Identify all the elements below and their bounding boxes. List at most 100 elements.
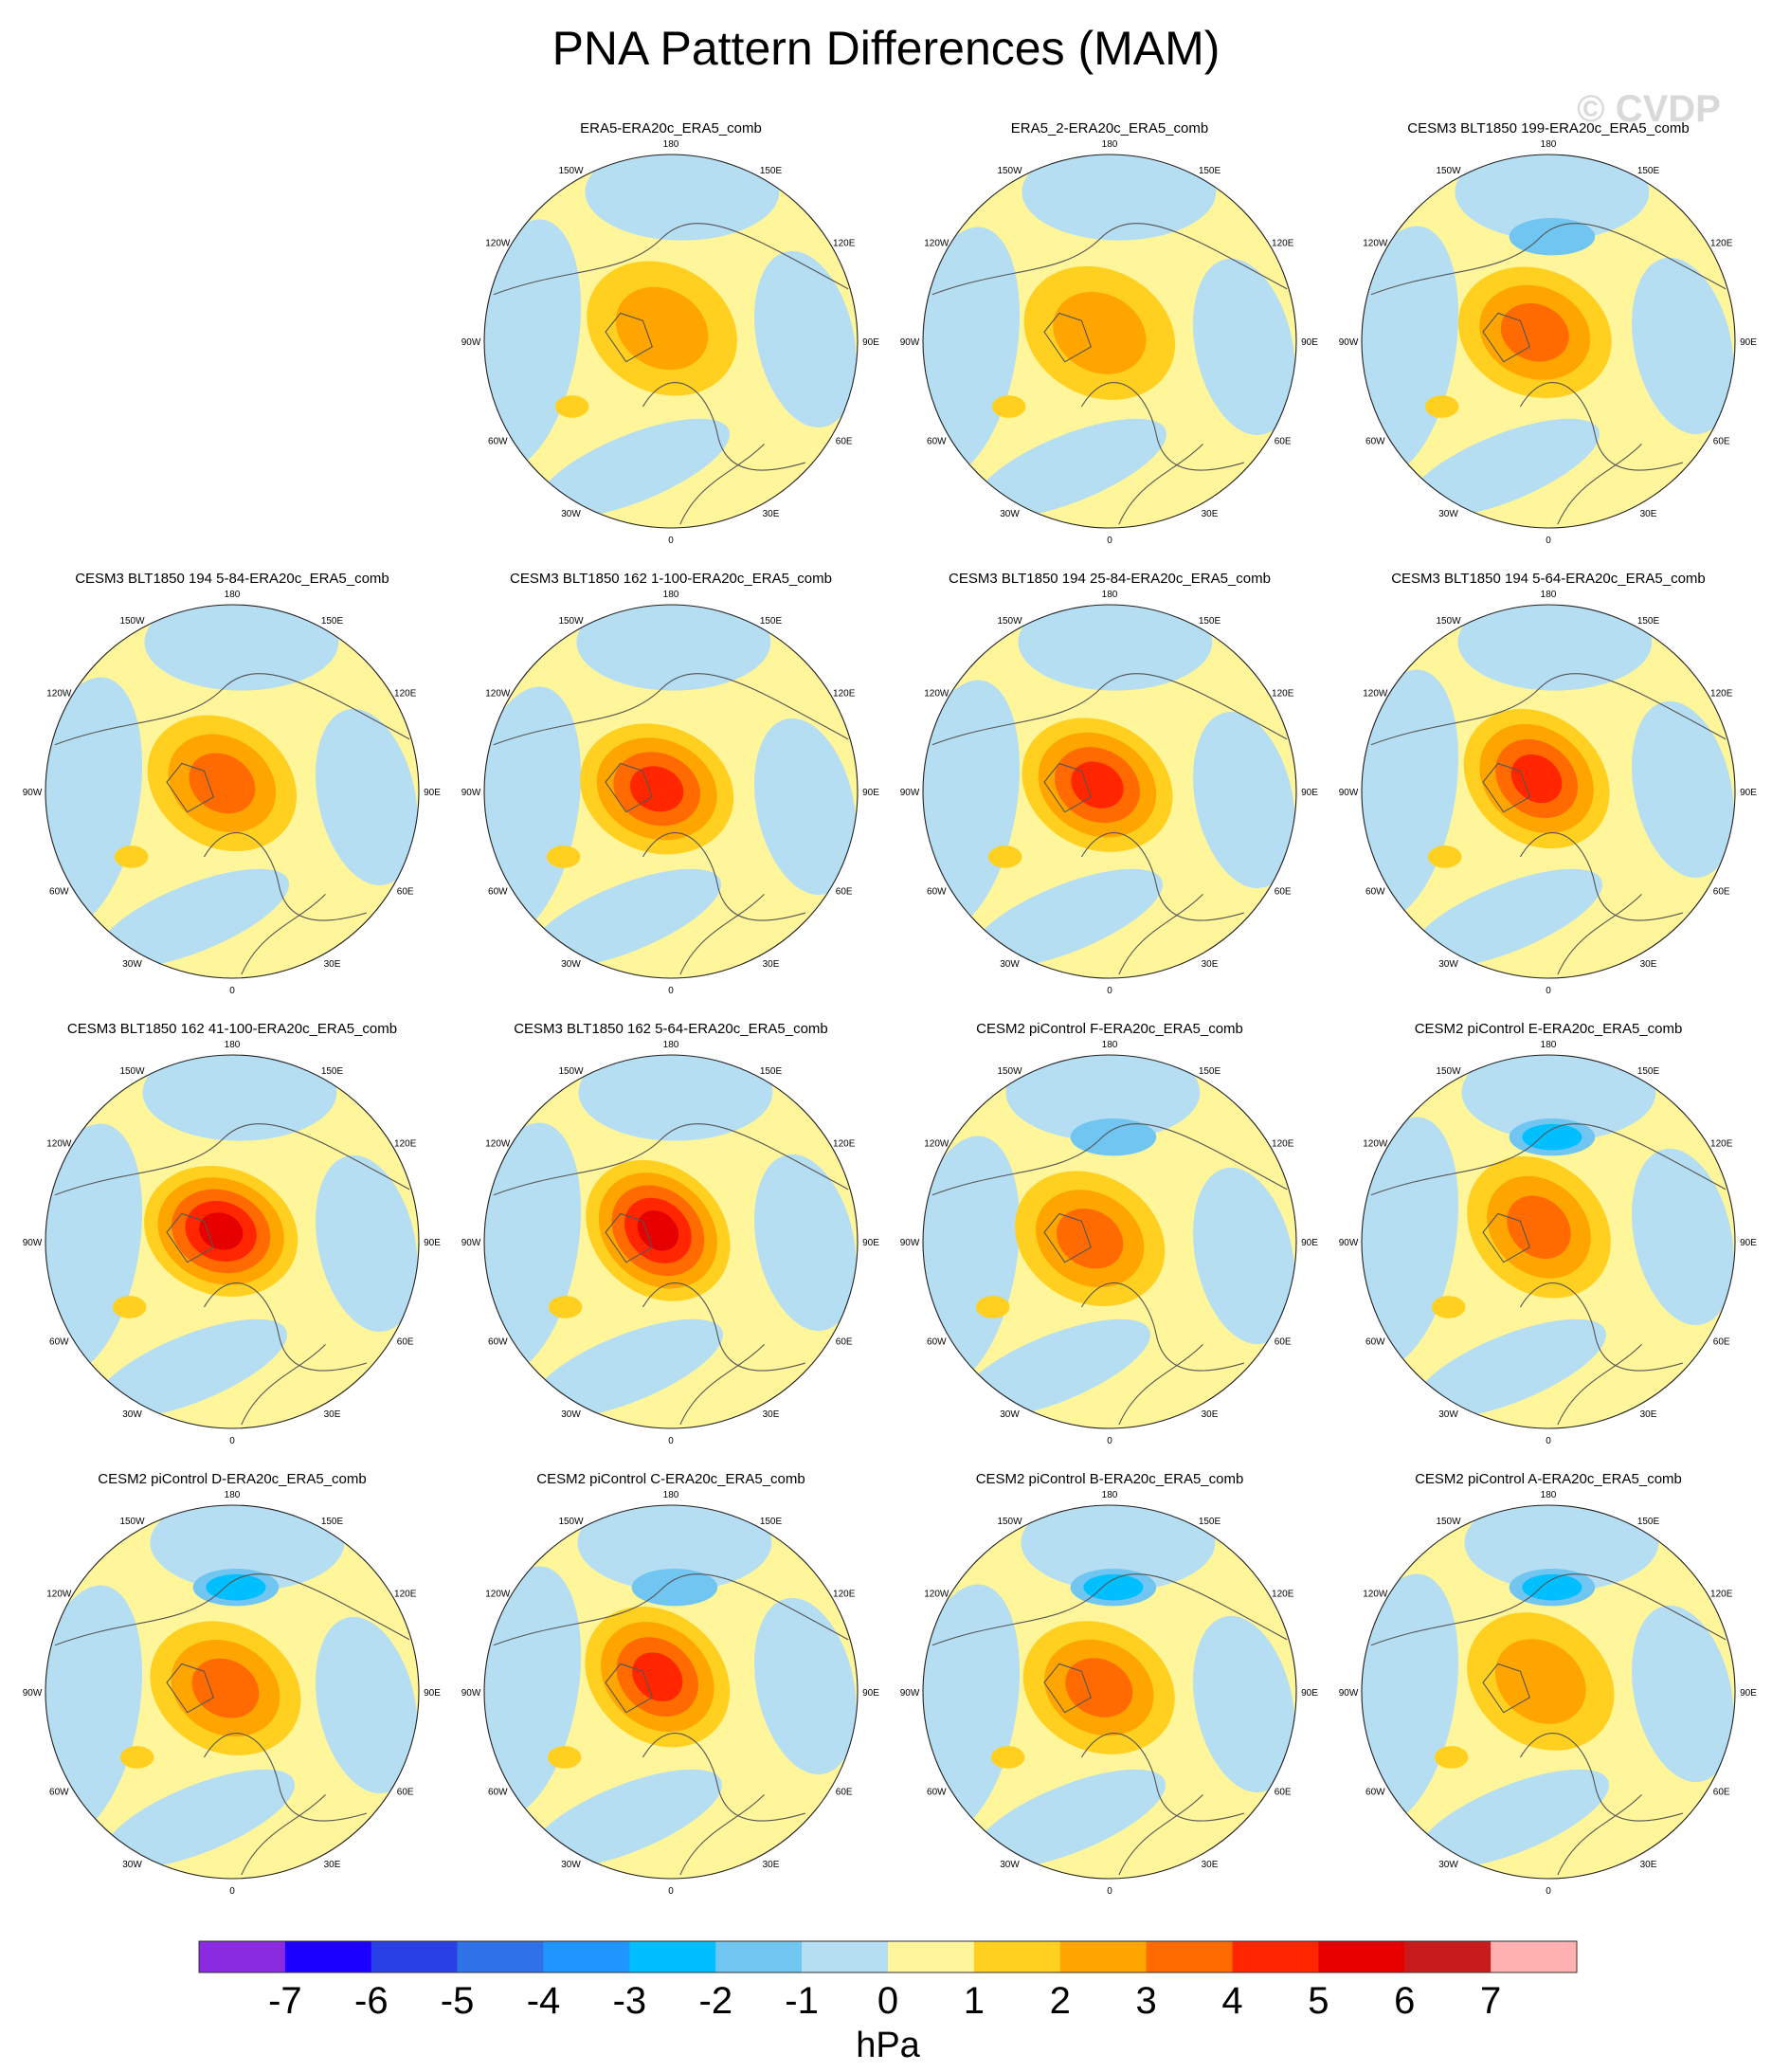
map-border — [922, 604, 1297, 979]
longitude-label: 0 — [668, 1436, 674, 1446]
longitude-label: 90E — [1740, 1688, 1757, 1699]
longitude-label: 180 — [663, 1490, 679, 1500]
positive-contour-level — [199, 1212, 244, 1250]
positive-contour-level — [1507, 1195, 1571, 1259]
longitude-label: 30W — [1000, 1409, 1020, 1420]
map-panel: CESM3 BLT1850 162 1-100-ERA20c_ERA5_comb… — [461, 571, 880, 996]
longitude-label: 0 — [1546, 1886, 1551, 1897]
negative-contour-region — [958, 1318, 1150, 1419]
longitude-label: 60W — [1365, 887, 1385, 898]
colorbar-swatch — [888, 1941, 975, 1972]
panel-title: ERA5_2-ERA20c_ERA5_comb — [1011, 120, 1208, 136]
negative-contour-region — [144, 605, 339, 691]
longitude-label: 60W — [1365, 1337, 1385, 1348]
colorbar-swatch — [973, 1941, 1061, 1972]
longitude-label: 180 — [1102, 139, 1118, 150]
negative-contour-region — [316, 1616, 418, 1794]
longitude-label: 30W — [1438, 1860, 1458, 1870]
map-panel: CESM3 BLT1850 194 25-84-ERA20c_ERA5_comb… — [900, 571, 1319, 996]
negative-contour-region — [529, 868, 721, 969]
longitude-label: 30E — [763, 1860, 780, 1870]
longitude-label: 90W — [23, 1238, 43, 1248]
negative-contour-region — [1632, 1148, 1734, 1326]
colorbar: -7 -6 -5 -4 -3 -2 -1 0 1 2 3 4 5 6 7 hPa — [198, 1940, 1578, 2065]
positive-contour-patch — [112, 1296, 147, 1318]
longitude-label: 120W — [924, 1139, 949, 1150]
colorbar-outline — [198, 1940, 1578, 1973]
longitude-label: 150E — [1199, 1066, 1221, 1077]
negative-contour-region — [1414, 1318, 1606, 1419]
contour-field — [923, 1505, 1296, 1879]
longitude-label: 90E — [862, 1238, 879, 1248]
longitude-label: 90E — [1740, 1238, 1757, 1248]
negative-contour-region — [1022, 154, 1217, 241]
longitude-label: 30W — [1438, 509, 1458, 519]
panel-title: CESM3 BLT1850 199-ERA20c_ERA5_comb — [1407, 120, 1689, 136]
coastlines — [931, 1123, 1288, 1426]
longitude-label: 90W — [461, 1688, 481, 1699]
longitude-label: 120E — [833, 1139, 856, 1150]
positive-contour-level — [191, 1658, 260, 1718]
contour-field — [45, 605, 419, 978]
longitude-label: 90E — [424, 788, 441, 798]
longitude-label: 150W — [1436, 1517, 1461, 1527]
longitude-label: 180 — [225, 1490, 241, 1500]
longitude-label: 120W — [1363, 1139, 1388, 1150]
map-panel: CESM2 piControl C-ERA20c_ERA5_comb 180 150… — [461, 1471, 880, 1897]
positive-contour-level — [629, 766, 684, 812]
longitude-label: 90E — [1301, 788, 1318, 798]
longitude-label: 150W — [558, 1066, 584, 1077]
positive-contour-patch — [987, 845, 1022, 868]
longitude-label: 150E — [760, 1066, 783, 1077]
longitude-label: 180 — [663, 139, 679, 150]
positive-contour-level — [1494, 1639, 1586, 1724]
contour-field — [45, 1505, 419, 1879]
panel-title: CESM2 piControl C-ERA20c_ERA5_comb — [536, 1471, 805, 1487]
positive-contour-patch — [114, 845, 149, 868]
map-border — [1361, 604, 1736, 979]
longitude-label: 150E — [760, 1517, 783, 1527]
longitude-label: 150W — [558, 1517, 584, 1527]
negative-contour-region — [1193, 258, 1295, 436]
longitude-label: 60E — [1275, 1337, 1292, 1348]
longitude-label: 180 — [225, 590, 241, 600]
longitude-label: 30W — [561, 509, 581, 519]
longitude-label: 180 — [663, 1040, 679, 1050]
longitude-label: 60E — [836, 1788, 853, 1798]
contour-field — [484, 1505, 858, 1879]
negative-contour-core — [1083, 1573, 1144, 1601]
coastlines — [54, 673, 410, 975]
longitude-label: 150W — [1436, 1066, 1461, 1077]
negative-contour-region — [530, 1769, 722, 1869]
longitude-label: 90E — [862, 788, 879, 798]
positive-contour-patch — [547, 1746, 582, 1769]
longitude-label: 150E — [1637, 166, 1660, 176]
longitude-label: 120E — [1710, 239, 1733, 249]
longitude-label: 60W — [927, 437, 947, 447]
negative-contour-region — [577, 1505, 772, 1591]
longitude-label: 120W — [485, 1590, 511, 1600]
longitude-label: 90E — [1740, 337, 1757, 348]
contour-field — [923, 605, 1296, 978]
positive-contour-patch — [1424, 395, 1459, 418]
longitude-label: 150W — [1436, 616, 1461, 627]
positive-contour-patch — [990, 1746, 1025, 1769]
longitude-label: 120E — [833, 239, 856, 249]
map-border — [1361, 1504, 1736, 1880]
longitude-label: 120W — [485, 239, 511, 249]
colorbar-tick-label: 1 — [964, 1980, 985, 2022]
contour-field — [484, 605, 858, 978]
positive-contour-level — [1500, 302, 1569, 362]
longitude-label: 30W — [561, 1860, 581, 1870]
map-border — [483, 1054, 859, 1429]
colorbar-swatch — [1404, 1941, 1492, 1972]
negative-contour-region — [1455, 154, 1650, 241]
negative-contour-region — [1005, 1055, 1201, 1141]
longitude-label: 150E — [321, 1066, 344, 1077]
negative-contour-region — [576, 605, 771, 691]
contour-field — [1362, 154, 1735, 528]
longitude-label: 60W — [927, 887, 947, 898]
contour-field — [484, 1055, 858, 1428]
longitude-label: 30E — [1640, 509, 1657, 519]
